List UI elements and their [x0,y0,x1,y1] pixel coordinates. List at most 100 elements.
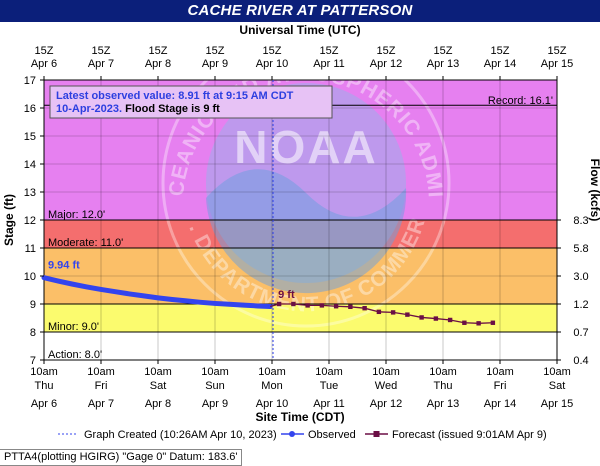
forecast-point [348,304,353,309]
band-label-moderate: Moderate: 11.0' [48,237,123,249]
bottom-tick-day: Sun [205,380,225,392]
top-tick-date: Apr 15 [541,58,573,70]
observed-point [198,300,203,305]
forecast-point [476,321,481,326]
watermark-outer-ring [161,38,451,328]
forecast-point [462,320,467,325]
observed-point [255,303,260,309]
y-tick-label: 11 [25,243,36,255]
bottom-tick-date: Apr 11 [313,398,345,410]
forecast-point [405,312,410,317]
observed-point [227,302,232,307]
top-tick-hour: 15Z [548,45,567,57]
forecast-start-label: 9 ft [278,289,295,301]
top-tick-hour: 15Z [377,45,396,57]
observed-point [241,302,246,308]
observed-start-label: 9.94 ft [48,260,80,272]
band-label-minor: Minor: 9.0' [48,321,99,333]
y-tick-label: 8 [30,327,36,339]
observed-point [113,289,118,294]
top-tick-date: Apr 10 [256,58,288,70]
observed-point [98,287,104,292]
observed-point [127,291,132,297]
top-tick-date: Apr 14 [484,58,516,70]
forecast-point [376,309,382,315]
y-tick-label: 12 [24,215,36,227]
flood-stage-note: Flood Stage is 9 ft [122,103,220,115]
legend-forecast-marker [373,431,380,437]
bottom-tick-date: Apr 8 [145,398,171,410]
top-tick-date: Apr 11 [313,58,345,70]
bottom-tick-time: 10am [543,366,571,378]
bottom-tick-date: Apr 6 [31,398,57,410]
bottom-tick-date: Apr 13 [427,398,459,410]
observed-point [141,293,146,299]
top-tick-date: Apr 7 [88,58,114,70]
top-tick-hour: 15Z [149,45,168,57]
legend-observed-marker [289,431,295,437]
stage-band-action [44,332,557,360]
title-bar [0,0,600,22]
top-tick-hour: 15Z [35,45,54,57]
y2-tick-label: 0.7 [573,327,588,339]
bottom-tick-date: Apr 15 [541,398,573,410]
top-tick-hour: 15Z [320,45,339,57]
bottom-tick-date: Apr 9 [202,398,228,410]
top-tick-hour: 15Z [263,45,282,57]
top-tick-date: Apr 9 [202,58,228,70]
top-tick-date: Apr 13 [427,58,459,70]
watermark-seal-sea [206,169,407,294]
bottom-tick-day: Wed [375,380,397,392]
bottom-tick-time: 10am [87,366,115,378]
bottom-tick-day: Fri [494,380,507,392]
top-tick-hour: 15Z [491,45,510,57]
bottom-tick-time: 10am [372,366,400,378]
latest-observed-date: 10-Apr-2023. [56,103,122,115]
forecast-point [333,304,339,309]
forecast-point [433,316,439,321]
y2-tick-label: 5.8 [573,243,588,255]
latest-observed-line1: Latest observed value: 8.91 ft at 9:15 A… [56,90,294,102]
y-tick-label: 14 [24,159,36,171]
bottom-tick-day: Sat [549,380,566,392]
bottom-tick-time: 10am [201,366,229,378]
y-tick-label: 16 [24,103,36,115]
y2-tick-label: 8.3 [573,215,588,227]
bottom-tick-time: 10am [486,366,514,378]
observed-point [41,275,47,280]
bottom-tick-day: Sat [150,380,167,392]
forecast-point [447,317,453,323]
watermark-noaa-text: NOAA [234,121,377,173]
chart-title: CACHE RIVER AT PATTERSON [187,2,413,19]
observed-point [70,281,75,287]
stage-band-minor [44,304,557,332]
bottom-tick-date: Apr 14 [484,398,516,410]
bottom-tick-time: 10am [258,366,286,378]
latest-observed-box [49,85,333,119]
gauge-datum-note: PTTA4(plotting HGIRG) "Gage 0" Datum: 18… [0,449,243,466]
forecast-point [362,306,367,311]
legend-observed-label: Observed [308,429,356,441]
observed-point [56,278,61,284]
bottom-tick-day: Thu [434,380,453,392]
top-tick-hour: 15Z [206,45,225,57]
top-axis-title: Universal Time (UTC) [239,23,360,37]
y-tick-label: 7 [30,355,36,367]
bottom-tick-date: Apr 10 [256,398,288,410]
forecast-point [390,310,396,315]
top-tick-date: Apr 8 [145,58,171,70]
y-tick-label: 17 [24,75,36,87]
top-tick-date: Apr 6 [31,58,57,70]
legend-created-label: Graph Created (10:26AM Apr 10, 2023) [84,429,277,441]
bottom-tick-time: 10am [30,366,58,378]
forecast-point [490,320,496,325]
y-tick-label: 13 [24,187,36,199]
y2-tick-label: 0.4 [573,355,588,367]
bottom-tick-time: 10am [315,366,343,378]
forecast-point [291,301,296,307]
forecast-point [305,303,310,308]
y2-axis-title: Flow (kcfs) [588,159,600,222]
legend-forecast-label: Forecast (issued 9:01AM Apr 9) [392,429,547,441]
forecast-point [419,315,424,320]
